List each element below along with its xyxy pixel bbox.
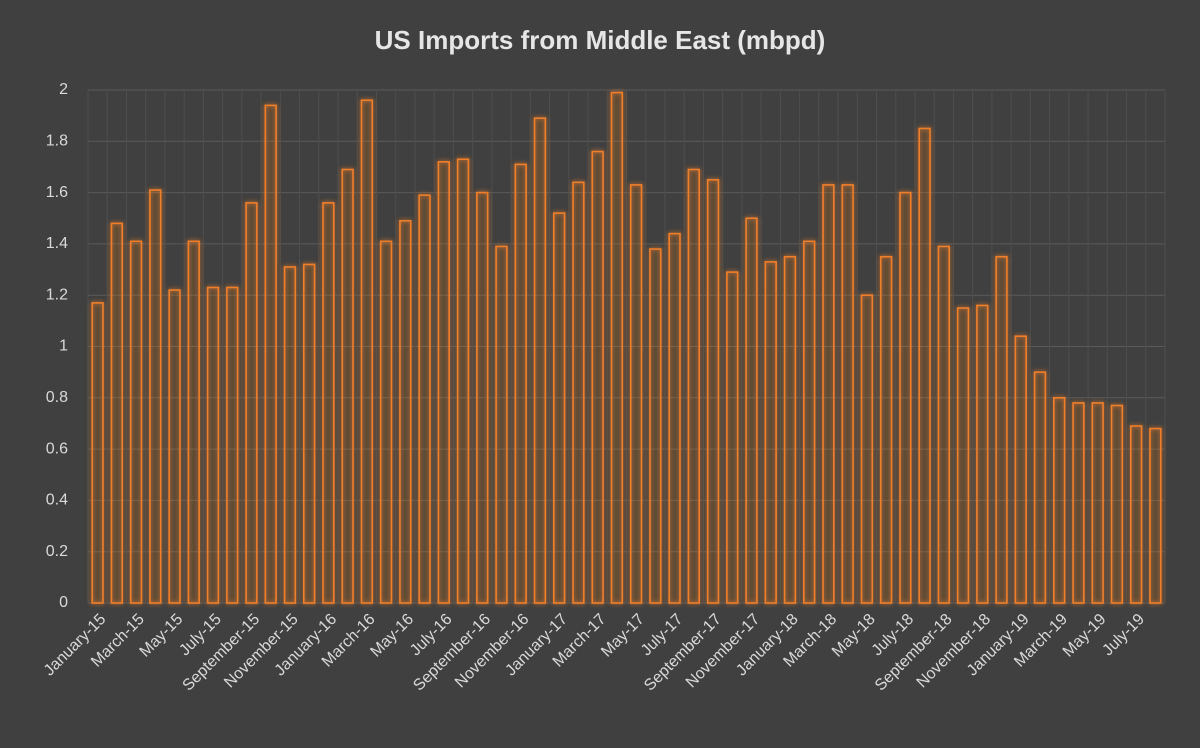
bar: [91, 302, 104, 604]
x-tick-label: May-16: [367, 611, 417, 661]
bar: [476, 191, 489, 604]
bar: [937, 245, 951, 604]
chart-title: US Imports from Middle East (mbpd): [375, 25, 826, 55]
y-tick-label: 1.6: [46, 184, 68, 201]
y-tick-label: 0.4: [46, 492, 68, 509]
y-tick-label: 1: [59, 338, 68, 355]
bar: [456, 158, 470, 604]
bar: [129, 240, 143, 604]
bar: [1053, 396, 1066, 604]
bar: [437, 161, 450, 604]
bar: [245, 202, 258, 604]
bar: [553, 212, 566, 604]
bar: [1014, 335, 1027, 604]
bar: [1072, 402, 1085, 604]
bar: [1033, 371, 1047, 604]
bar: [860, 294, 874, 604]
bar: [322, 202, 335, 604]
bar: [514, 163, 527, 604]
bar: [668, 232, 681, 604]
y-tick-label: 0.6: [46, 440, 68, 457]
y-tick-label: 0.2: [46, 543, 68, 560]
bar: [764, 261, 777, 604]
bar: [899, 191, 912, 604]
bar: [495, 245, 508, 604]
bar: [533, 117, 547, 604]
bar: [110, 222, 124, 604]
bar: [264, 104, 277, 604]
bar: [418, 194, 431, 604]
bar: [918, 127, 931, 604]
bar: [206, 286, 220, 604]
bar: [649, 248, 662, 604]
y-tick-label: 1.4: [46, 235, 68, 252]
bar: [341, 168, 354, 604]
bar: [726, 271, 739, 604]
bar: [399, 220, 412, 604]
bar: [1110, 404, 1124, 604]
x-tick-label: May-18: [829, 611, 879, 661]
bar: [168, 289, 181, 604]
y-tick-label: 1.2: [46, 286, 68, 303]
bar: [879, 255, 893, 604]
x-tick-label: May-17: [598, 611, 648, 661]
y-tick-label: 0.8: [46, 389, 68, 406]
x-tick-label: May-15: [137, 611, 187, 661]
x-tick-label: May-19: [1060, 611, 1110, 661]
bar: [976, 304, 989, 604]
bar: [1091, 402, 1104, 604]
bar: [956, 307, 970, 604]
bar: [187, 240, 200, 604]
bar: [822, 184, 835, 604]
bar: [1149, 427, 1162, 604]
bar: [149, 189, 162, 604]
bar: [745, 217, 758, 604]
bar: [687, 168, 700, 604]
bar: [706, 178, 720, 604]
bar: [629, 184, 643, 604]
x-tick-label: July-19: [1099, 611, 1148, 660]
y-tick-label: 1.8: [46, 133, 68, 150]
bar: [572, 181, 585, 604]
bar: [379, 240, 393, 604]
bar: [995, 255, 1008, 604]
y-tick-label: 2: [59, 81, 68, 98]
bar: [783, 255, 797, 604]
bar: [226, 286, 239, 604]
bar: [360, 99, 374, 604]
bar: [610, 91, 624, 604]
bar: [283, 266, 297, 604]
bar: [841, 184, 854, 604]
bar: [302, 263, 316, 604]
y-tick-label: 0: [59, 594, 68, 611]
bar: [1129, 425, 1143, 604]
bar: [591, 150, 604, 604]
bar: [803, 240, 816, 604]
